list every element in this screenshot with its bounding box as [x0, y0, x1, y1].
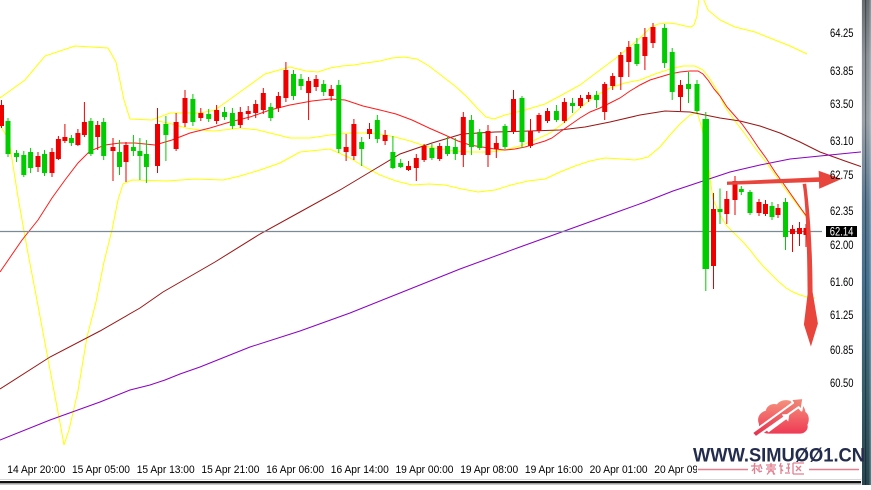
svg-text:63.85: 63.85 — [830, 64, 854, 78]
svg-text:15 Apr 13:00: 15 Apr 13:00 — [137, 464, 195, 476]
svg-text:63.50: 63.50 — [830, 97, 854, 111]
svg-text:19 Apr 00:00: 19 Apr 00:00 — [396, 464, 454, 476]
svg-text:62.14: 62.14 — [830, 226, 854, 238]
svg-text:15 Apr 21:00: 15 Apr 21:00 — [201, 464, 259, 476]
svg-text:14 Apr 20:00: 14 Apr 20:00 — [7, 464, 65, 476]
svg-text:61.25: 61.25 — [830, 308, 854, 322]
svg-text:19 Apr 16:00: 19 Apr 16:00 — [525, 464, 583, 476]
svg-text:WWW.SIMUØØ1.CN: WWW.SIMUØØ1.CN — [693, 445, 865, 467]
svg-text:62.35: 62.35 — [830, 204, 854, 218]
svg-text:16 Apr 14:00: 16 Apr 14:00 — [331, 464, 389, 476]
svg-text:62.75: 62.75 — [830, 168, 854, 182]
svg-text:16 Apr 06:00: 16 Apr 06:00 — [266, 464, 324, 476]
svg-text:64.25: 64.25 — [830, 26, 854, 40]
svg-text:61.60: 61.60 — [830, 275, 854, 289]
svg-text:62.00: 62.00 — [830, 238, 854, 252]
svg-text:63.10: 63.10 — [830, 134, 854, 148]
svg-text:60.85: 60.85 — [830, 343, 854, 357]
svg-text:20 Apr 01:00: 20 Apr 01:00 — [590, 464, 648, 476]
svg-text:19 Apr 08:00: 19 Apr 08:00 — [460, 464, 518, 476]
svg-text:15 Apr 05:00: 15 Apr 05:00 — [72, 464, 130, 476]
svg-text:60.50: 60.50 — [830, 376, 854, 390]
